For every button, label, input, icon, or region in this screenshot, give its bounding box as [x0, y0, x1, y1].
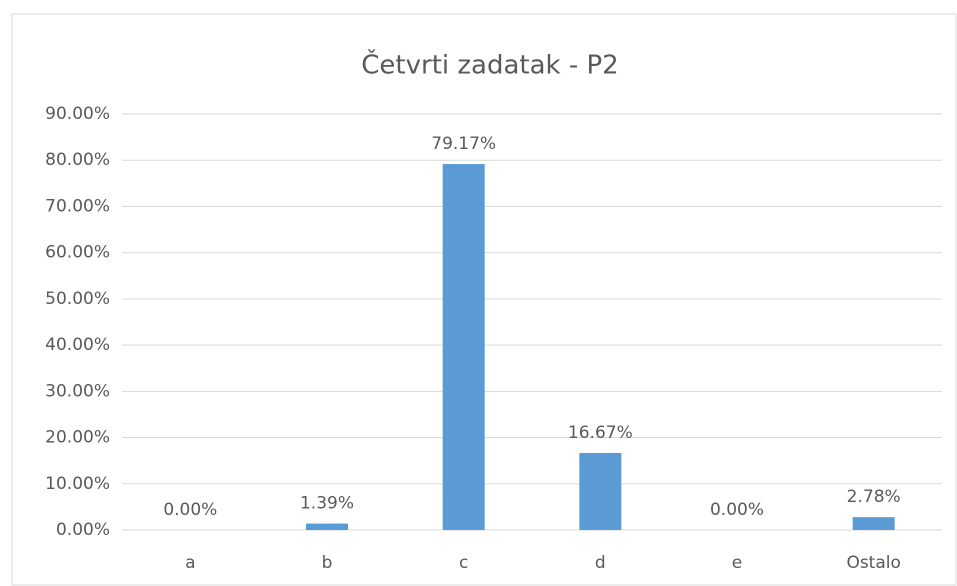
y-tick-label: 90.00% [45, 104, 110, 124]
data-label: 2.78% [847, 487, 901, 507]
y-tick-label: 70.00% [45, 196, 110, 216]
x-tick-label: d [595, 553, 606, 573]
bar [579, 452, 622, 530]
bar [306, 523, 348, 530]
data-label: 79.17% [431, 134, 496, 154]
y-tick-label: 40.00% [45, 335, 110, 355]
data-label: 16.67% [568, 423, 633, 443]
bar [442, 164, 485, 531]
y-tick-label: 80.00% [45, 150, 110, 170]
y-tick-label: 30.00% [45, 381, 110, 401]
y-tick-label: 10.00% [45, 474, 110, 494]
bar [852, 517, 895, 530]
y-tick-label: 0.00% [56, 520, 110, 540]
y-tick-label: 60.00% [45, 243, 110, 263]
chart-title: Četvrti zadatak - P2 [361, 49, 618, 81]
x-tick-label: b [322, 553, 333, 573]
x-tick-label: a [185, 553, 195, 573]
y-tick-label: 50.00% [45, 289, 110, 309]
x-tick-label: e [732, 553, 742, 573]
data-label: 1.39% [300, 494, 354, 514]
x-tick-label: Ostalo [846, 553, 900, 573]
data-label: 0.00% [163, 500, 217, 520]
x-tick-label: c [459, 553, 468, 573]
y-tick-label: 20.00% [45, 428, 110, 448]
data-label: 0.00% [710, 500, 764, 520]
